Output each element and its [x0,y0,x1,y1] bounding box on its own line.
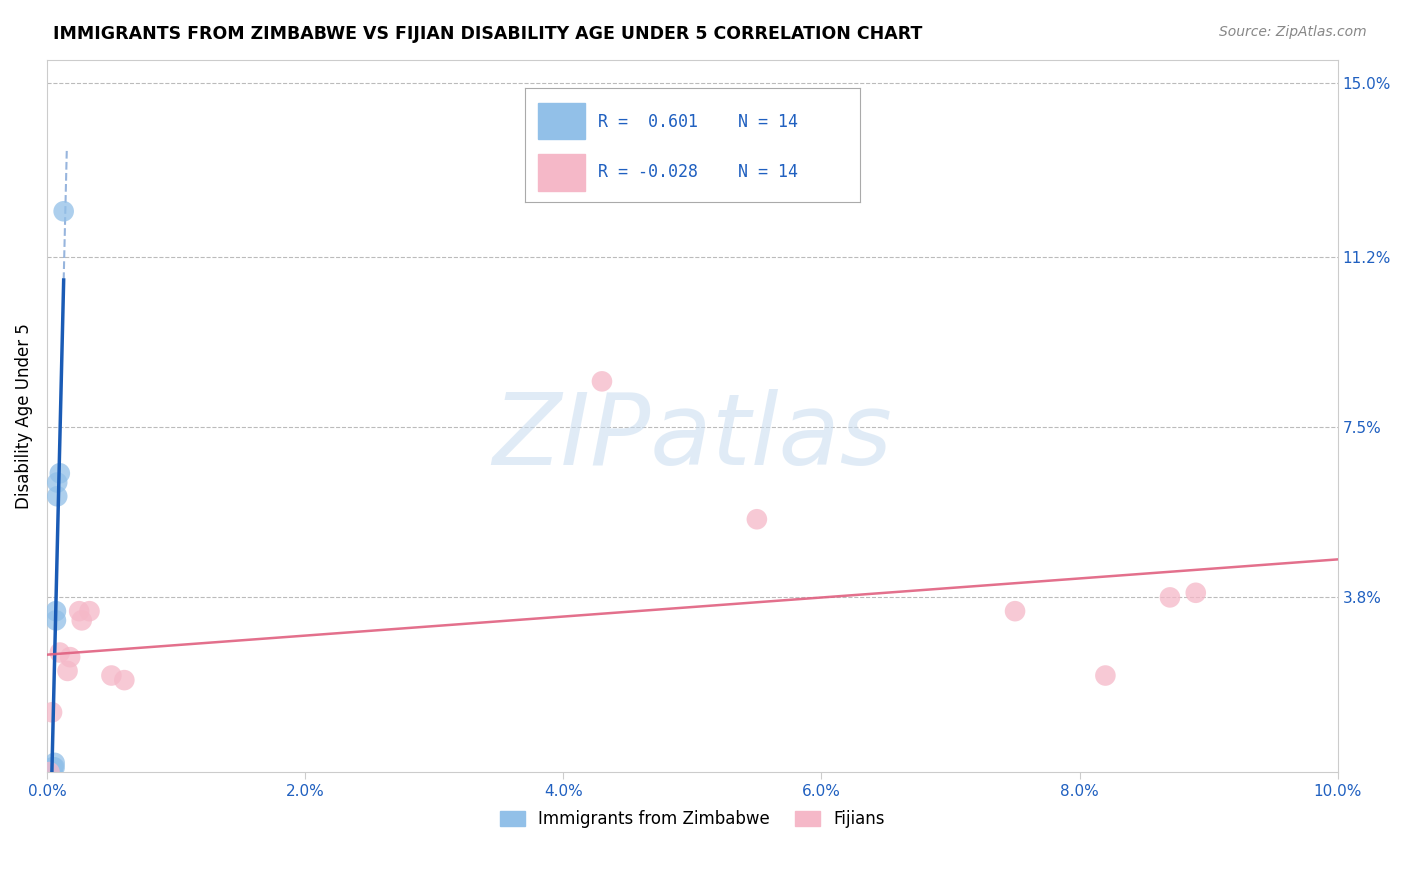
Point [49,467,72,481]
Legend: Immigrants from Zimbabwe, Fijians: Immigrants from Zimbabwe, Fijians [494,804,891,835]
Point [1004,604,1026,618]
Point [100,668,122,682]
Point [56,664,79,678]
Point [79,604,101,618]
Y-axis label: Disability Age Under 5: Disability Age Under 5 [15,323,32,508]
Point [70,613,93,627]
Point [1094,668,1116,682]
Point [42,760,65,774]
Point [45,613,67,627]
Point [67,604,90,618]
Point [1184,586,1206,600]
Text: Source: ZipAtlas.com: Source: ZipAtlas.com [1219,25,1367,39]
Point [38,765,60,780]
Point [46,475,69,490]
Point [41,706,63,720]
Point [112,673,135,687]
Point [44,760,66,774]
Point [42,760,65,774]
Point [38,765,60,780]
Point [591,375,613,389]
Point [59,650,82,665]
Point [44,756,66,770]
Point [745,512,768,526]
Point [41,760,63,774]
Point [49,646,72,660]
Point [39,765,62,780]
Point [1159,591,1181,605]
Text: IMMIGRANTS FROM ZIMBABWE VS FIJIAN DISABILITY AGE UNDER 5 CORRELATION CHART: IMMIGRANTS FROM ZIMBABWE VS FIJIAN DISAB… [53,25,922,43]
Text: ZIPatlas: ZIPatlas [492,389,893,486]
Point [52,204,75,219]
Point [46,489,69,503]
Point [45,604,67,618]
Point [39,765,62,780]
